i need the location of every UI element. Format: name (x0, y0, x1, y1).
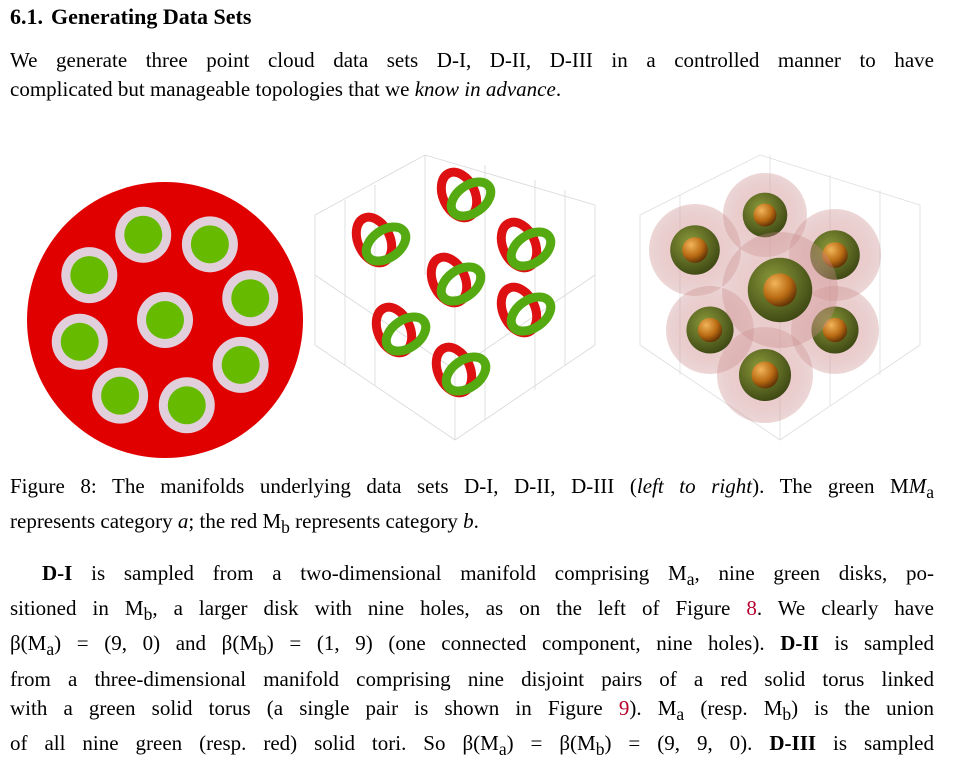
caption-period: . (473, 509, 479, 534)
body-bold-di: D-I (42, 561, 73, 585)
green-torus (441, 352, 491, 396)
green-disk (146, 301, 184, 339)
green-disk (60, 322, 99, 361)
body-text: ) = β(M (506, 730, 596, 755)
intro-paragraph: We generate three point cloud data sets … (10, 46, 934, 104)
green-torus (506, 292, 556, 336)
figure-caption: Figure 8: The manifolds underlying data … (10, 472, 934, 542)
sphere (649, 204, 741, 296)
caption-text-2: ). The green M (752, 474, 909, 498)
body-sub: a (498, 738, 507, 759)
body-text: , a larger disk with nine holes, as on t… (152, 596, 747, 621)
body-line-4: from a three-dimensional manifold compri… (10, 666, 934, 691)
torus-pair (496, 282, 556, 338)
green-torus (381, 312, 431, 356)
figure-ref-9[interactable]: 9 (618, 695, 630, 720)
intro-line-2: complicated but manageable topologies th… (10, 75, 934, 104)
body-text: is sampled (818, 631, 934, 656)
torus-pair (431, 342, 491, 398)
body-bold-dii: D-II (780, 631, 819, 656)
body-paragraph: D-I is sampled from a two-dimensional ma… (10, 559, 934, 764)
body-text: ) = (9, 0) and β(M (54, 631, 259, 656)
torus-pair (496, 217, 556, 273)
section-heading: 6.1. Generating Data Sets (10, 4, 251, 30)
panel-d-ii (314, 154, 596, 441)
body-sub: a (46, 639, 55, 660)
caption-sub: a (926, 482, 935, 503)
body-text: β(M (10, 631, 47, 656)
orange-core (682, 237, 708, 263)
body-line-2: sitioned in Mb, a larger disk with nine … (10, 594, 934, 629)
body-sub: a (686, 569, 695, 590)
body-text: (resp. M (684, 695, 783, 720)
body-text: is sampled (816, 730, 935, 755)
body-text: ) = (9, 9, 0). (604, 730, 770, 755)
body-text: ) is the union (791, 695, 935, 720)
caption-var-b: b (463, 509, 474, 534)
body-text: . We clearly have (756, 596, 934, 621)
caption-emphasis: left to right (636, 474, 753, 498)
body-sub: b (782, 703, 792, 724)
caption-text-5: represents category (289, 509, 464, 534)
caption-line-2: represents category a; the red Mb repres… (10, 507, 934, 542)
caption-sub-b: b (281, 517, 290, 538)
green-disk (190, 225, 229, 264)
body-text: sitioned in M (10, 596, 144, 621)
body-sub: b (595, 738, 605, 759)
caption-text-3: represents category (10, 509, 178, 534)
intro-line-1: We generate three point cloud data sets … (10, 48, 934, 72)
green-torus (506, 227, 556, 271)
body-line-3: β(Ma) = (9, 0) and β(Mb) = (1, 9) (one c… (10, 629, 934, 664)
body-sub: b (258, 639, 267, 660)
body-text: , nine green disks, po- (694, 561, 934, 585)
body-line-5: with a green solid torus (a single pair … (10, 694, 934, 729)
body-sub: b (143, 604, 153, 625)
section-title: Generating Data Sets (51, 4, 252, 29)
orange-core (697, 317, 723, 343)
caption-text-4: ; the red M (188, 509, 282, 534)
green-disk (167, 386, 206, 425)
tori-group (351, 167, 556, 398)
body-text: of all nine green (resp. red) solid tori… (10, 730, 499, 755)
green-torus (436, 262, 486, 306)
intro-emphasis: know in advance (414, 77, 556, 101)
green-torus (361, 222, 411, 266)
green-disks-group (51, 206, 279, 434)
caption-text: Figure 8: The manifolds underlying data … (10, 474, 637, 498)
intro-period: . (555, 77, 562, 101)
green-disk (231, 279, 270, 318)
orange-core (751, 361, 779, 389)
panel-d-i (27, 182, 303, 458)
sphere (722, 232, 838, 348)
torus-pair (426, 252, 486, 308)
body-sub: a (676, 703, 685, 724)
body-text: is sampled from a two-dimensional manifo… (72, 561, 687, 585)
body-bold-diii: D-III (769, 730, 817, 755)
intro-text: complicated but manageable topologies th… (10, 77, 415, 101)
torus-pair (351, 212, 411, 268)
green-disk (221, 345, 260, 384)
green-torus (446, 177, 496, 221)
green-disk (101, 376, 140, 415)
body-line-1: D-I is sampled from a two-dimensional ma… (10, 559, 934, 594)
green-disk (124, 215, 163, 254)
body-line-6: of all nine green (resp. red) solid tori… (10, 729, 934, 764)
section-number: 6.1. (10, 4, 43, 29)
orange-core (753, 203, 777, 227)
spheres-group (649, 173, 881, 423)
caption-line-1: Figure 8: The manifolds underlying data … (10, 474, 935, 503)
body-text: ) = (1, 9) (one connected component, nin… (266, 631, 781, 656)
orange-core (763, 273, 797, 307)
body-text: with a green solid torus (a single pair … (10, 695, 619, 720)
torus-pair (371, 302, 431, 358)
orange-core (822, 317, 848, 343)
panel-d-iii (639, 154, 921, 441)
caption-var-a: a (177, 509, 189, 534)
body-text: ). M (629, 695, 677, 720)
green-disk (70, 256, 109, 295)
figure-8 (0, 120, 954, 460)
figure-ref-8[interactable]: 8 (746, 596, 757, 621)
torus-pair (436, 167, 496, 223)
